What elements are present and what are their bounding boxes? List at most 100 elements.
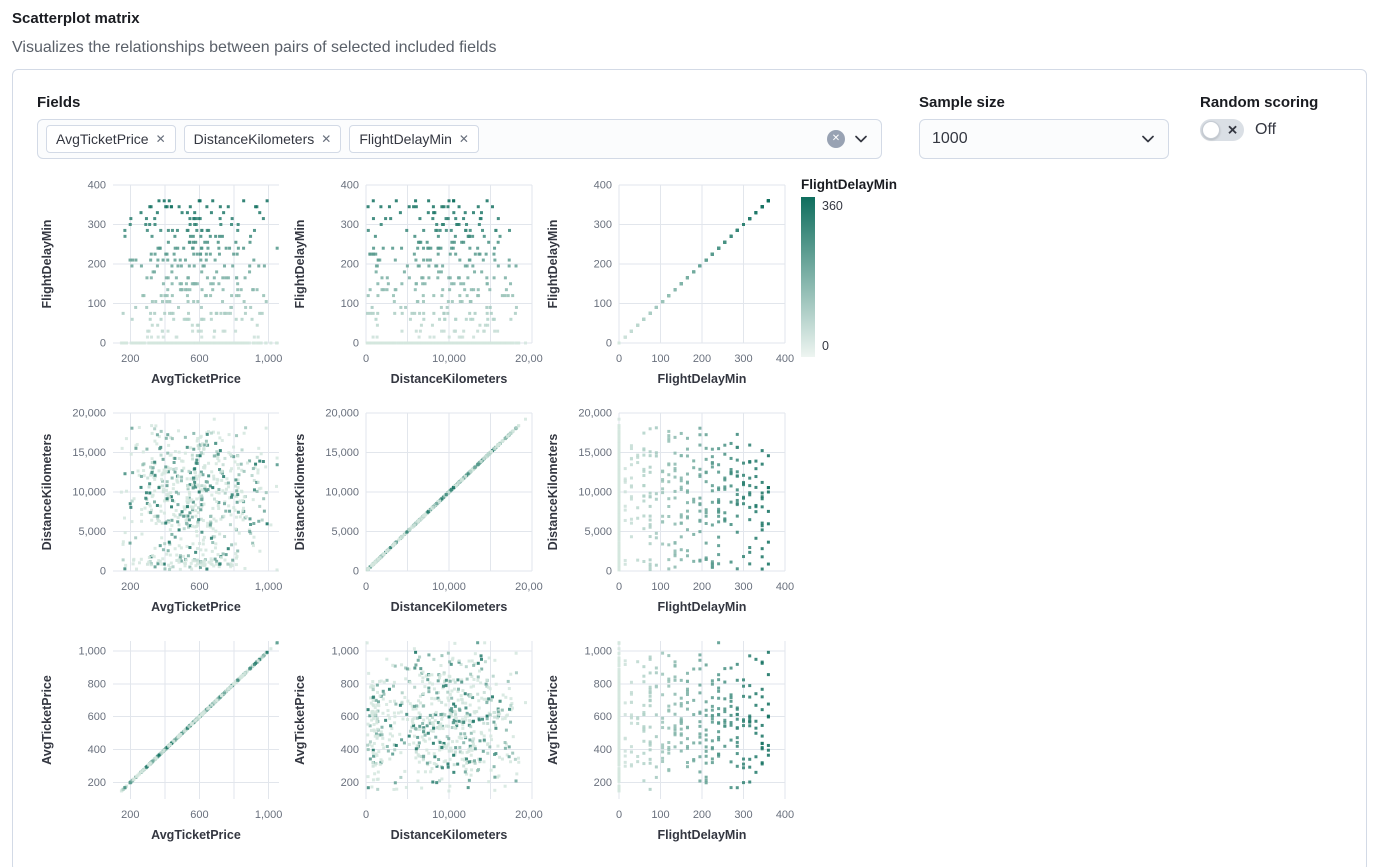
scatterplot-FlightDelayMin-vs-DistanceKilometers: 0 100 200 300 400 0 10,000 20,000 DistanceKilome… <box>293 180 543 387</box>
switch-off-icon: ✕ <box>1227 122 1238 138</box>
scatterplot-DistanceKilometers-vs-AvgTicketPrice: 0 5,000 10,000 15,000 20,000 200 600 1,000 AvgTi… <box>40 408 283 615</box>
svg-text:DistanceKilometers: DistanceKilometers <box>40 434 54 551</box>
fields-combobox[interactable]: AvgTicketPrice ✕ DistanceKilometers ✕ Flight… <box>37 119 882 159</box>
clear-icon: ✕ <box>831 133 841 144</box>
fields-control: Fields AvgTicketPrice ✕ DistanceKilometers… <box>37 94 882 159</box>
svg-text:AvgTicketPrice: AvgTicketPrice <box>151 600 241 614</box>
remove-field-icon[interactable]: ✕ <box>155 132 166 146</box>
svg-text:600: 600 <box>190 353 208 365</box>
svg-text:0: 0 <box>100 338 106 350</box>
svg-text:400: 400 <box>776 353 794 365</box>
legend-gradient-bar <box>801 197 815 357</box>
scatterplot-matrix: 0 100 200 300 400 200 600 1,000 AvgTicketPrice Fl… <box>37 177 1342 847</box>
random-scoring-control: Random scoring ✕ Off <box>1200 94 1318 141</box>
svg-text:20,000: 20,000 <box>325 408 359 420</box>
page-title: Scatterplot matrix <box>12 10 140 27</box>
svg-text:300: 300 <box>341 219 359 231</box>
scatterplot-row: 200 400 600 800 1,000 200 600 1,000 AvgTicketPri… <box>37 635 1342 847</box>
svg-text:100: 100 <box>651 581 669 593</box>
field-chip-label: DistanceKilometers <box>193 131 315 147</box>
remove-field-icon[interactable]: ✕ <box>458 132 469 146</box>
svg-text:20,000: 20,000 <box>578 408 612 420</box>
svg-text:0: 0 <box>353 338 359 350</box>
svg-text:300: 300 <box>88 219 106 231</box>
svg-text:10,000: 10,000 <box>578 487 612 499</box>
svg-text:FlightDelayMin: FlightDelayMin <box>658 372 747 386</box>
legend-labels: 360 0 <box>822 197 843 353</box>
svg-text:0: 0 <box>606 566 612 578</box>
sample-size-select[interactable]: 1000 <box>919 119 1169 159</box>
svg-text:DistanceKilometers: DistanceKilometers <box>293 434 307 551</box>
svg-text:200: 200 <box>594 259 612 271</box>
scatterplot-DistanceKilometers-vs-FlightDelayMin: 0 5,000 10,000 15,000 20,000 0 100 200 300 400 Fli… <box>546 408 794 615</box>
clear-fields-button[interactable]: ✕ <box>827 130 845 148</box>
svg-text:600: 600 <box>190 581 208 593</box>
svg-text:1,000: 1,000 <box>255 581 283 593</box>
svg-text:1,000: 1,000 <box>255 353 283 365</box>
random-scoring-toggle[interactable]: ✕ <box>1200 119 1244 141</box>
scatterplot-row: 0 5,000 10,000 15,000 20,000 200 600 1,000 AvgTi… <box>37 407 1342 619</box>
sample-size-control: Sample size 1000 <box>919 94 1169 159</box>
sample-size-value: 1000 <box>932 130 968 147</box>
svg-text:20,000: 20,000 <box>72 408 106 420</box>
scatterplot-AvgTicketPrice-vs-DistanceKilometers: 2004006008001,000010,00020,000DistanceKi… <box>293 641 543 842</box>
legend-title: FlightDelayMin <box>801 177 898 192</box>
scatterplot-FlightDelayMin-vs-FlightDelayMin: 0 100 200 300 400 0 100 200 300 400 FlightDelayMin… <box>546 180 794 387</box>
svg-text:200: 200 <box>121 581 139 593</box>
svg-text:15,000: 15,000 <box>578 447 612 459</box>
svg-text:800: 800 <box>88 678 106 690</box>
field-chip-label: AvgTicketPrice <box>56 131 149 147</box>
svg-text:FlightDelayMin: FlightDelayMin <box>546 220 560 309</box>
svg-text:AvgTicketPrice: AvgTicketPrice <box>40 675 54 765</box>
svg-text:1,000: 1,000 <box>255 809 283 821</box>
legend-max-label: 360 <box>822 199 843 213</box>
svg-text:AvgTicketPrice: AvgTicketPrice <box>151 372 241 386</box>
svg-text:20,000: 20,000 <box>515 581 543 593</box>
sample-size-label: Sample size <box>919 94 1005 111</box>
svg-text:300: 300 <box>734 353 752 365</box>
matrix-rows: 0 100 200 300 400 200 600 1,000 AvgTicketPrice Fl… <box>37 179 1342 847</box>
svg-text:300: 300 <box>594 219 612 231</box>
svg-text:0: 0 <box>353 566 359 578</box>
svg-text:DistanceKilometers: DistanceKilometers <box>391 372 508 386</box>
field-chip[interactable]: AvgTicketPrice ✕ <box>46 125 176 153</box>
field-chip[interactable]: FlightDelayMin ✕ <box>349 125 479 153</box>
svg-text:10,000: 10,000 <box>325 487 359 499</box>
svg-text:10,000: 10,000 <box>432 353 466 365</box>
svg-text:400: 400 <box>88 180 106 192</box>
svg-text:0: 0 <box>616 581 622 593</box>
svg-text:FlightDelayMin: FlightDelayMin <box>293 220 307 309</box>
svg-text:200: 200 <box>88 777 106 789</box>
svg-text:10,000: 10,000 <box>72 487 106 499</box>
remove-field-icon[interactable]: ✕ <box>321 132 332 146</box>
selected-fields: AvgTicketPrice ✕ DistanceKilometers ✕ Flight… <box>46 125 479 153</box>
controls-row: Fields AvgTicketPrice ✕ DistanceKilometers… <box>37 94 1342 159</box>
svg-text:0: 0 <box>100 566 106 578</box>
svg-text:600: 600 <box>190 809 208 821</box>
svg-text:15,000: 15,000 <box>72 447 106 459</box>
svg-text:5,000: 5,000 <box>78 526 106 538</box>
svg-text:DistanceKilometers: DistanceKilometers <box>546 434 560 551</box>
svg-text:200: 200 <box>121 353 139 365</box>
legend-body: 360 0 <box>801 197 897 357</box>
svg-text:0: 0 <box>616 353 622 365</box>
svg-text:600: 600 <box>88 711 106 723</box>
field-chip[interactable]: DistanceKilometers ✕ <box>183 125 342 153</box>
svg-text:400: 400 <box>88 744 106 756</box>
svg-text:200: 200 <box>121 809 139 821</box>
svg-text:200: 200 <box>693 581 711 593</box>
svg-text:5,000: 5,000 <box>584 526 612 538</box>
svg-text:15,000: 15,000 <box>325 447 359 459</box>
chevron-down-icon[interactable] <box>853 131 869 147</box>
field-chip-label: FlightDelayMin <box>359 131 452 147</box>
svg-text:1,000: 1,000 <box>78 645 106 657</box>
svg-text:0: 0 <box>363 353 369 365</box>
scatterplot-matrix-panel: Fields AvgTicketPrice ✕ DistanceKilometers… <box>12 69 1367 867</box>
legend-min-label: 0 <box>822 339 829 353</box>
svg-text:100: 100 <box>651 353 669 365</box>
svg-text:400: 400 <box>594 180 612 192</box>
scatterplot-FlightDelayMin-vs-AvgTicketPrice: 0 100 200 300 400 200 600 1,000 AvgTicketPrice Fl… <box>40 180 283 387</box>
color-legend: FlightDelayMin 360 0 <box>801 177 897 357</box>
